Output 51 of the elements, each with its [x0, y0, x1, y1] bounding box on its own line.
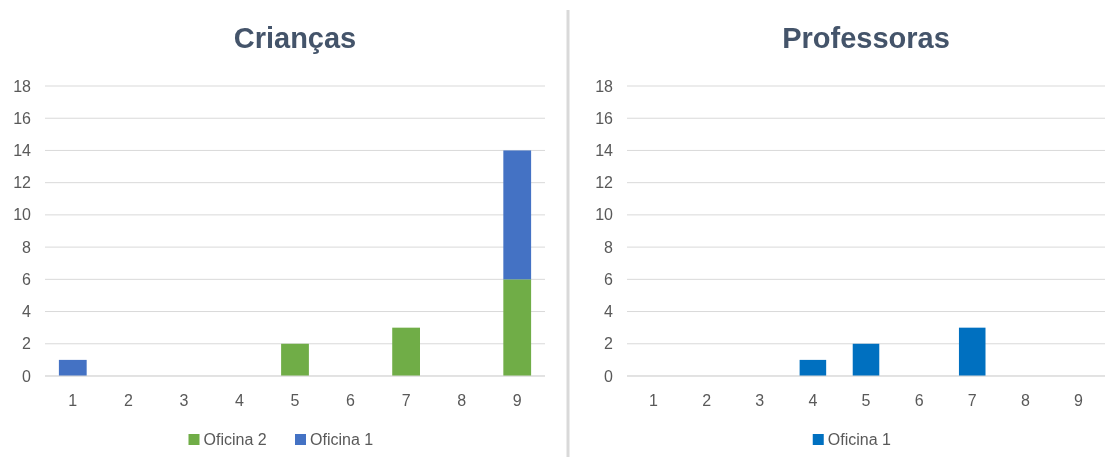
- bar: [852, 343, 880, 376]
- legend-label: Oficina 2: [203, 431, 267, 448]
- y-tick-label: 16: [595, 109, 614, 127]
- x-tick-label: 8: [457, 392, 467, 409]
- y-tick-label: 4: [22, 303, 32, 321]
- bar: [958, 327, 986, 376]
- x-tick-label: 5: [290, 392, 300, 409]
- x-tick-label: 5: [861, 392, 871, 409]
- bar: [503, 150, 532, 280]
- chart-title: Crianças: [233, 22, 357, 54]
- bar: [58, 359, 87, 376]
- y-tick-label: 0: [22, 367, 32, 385]
- x-tick-label: 9: [1073, 392, 1083, 409]
- bar: [281, 343, 309, 376]
- x-tick-label: 1: [649, 392, 659, 409]
- x-tick-label: 7: [967, 392, 977, 409]
- x-tick-label: 7: [401, 392, 411, 409]
- x-tick-label: 3: [755, 392, 765, 409]
- y-tick-label: 10: [13, 206, 32, 224]
- x-tick-label: 6: [346, 392, 356, 409]
- y-tick-label: 8: [604, 238, 614, 256]
- x-tick-label: 2: [123, 392, 133, 409]
- y-tick-label: 18: [13, 77, 32, 95]
- x-tick-label: 8: [1020, 392, 1030, 409]
- legend-label: Oficina 1: [827, 431, 891, 448]
- x-tick-label: 6: [914, 392, 924, 409]
- y-tick-label: 2: [604, 335, 614, 353]
- y-tick-label: 12: [595, 174, 614, 192]
- x-tick-label: 2: [702, 392, 712, 409]
- y-tick-label: 14: [595, 142, 614, 160]
- y-tick-label: 12: [13, 174, 32, 192]
- y-tick-label: 4: [604, 303, 614, 321]
- x-tick-label: 1: [68, 392, 78, 409]
- y-tick-label: 18: [595, 77, 614, 95]
- y-tick-label: 2: [22, 335, 32, 353]
- y-tick-label: 14: [13, 142, 32, 160]
- y-tick-label: 10: [595, 206, 614, 224]
- y-tick-label: 6: [22, 270, 32, 288]
- bar: [392, 327, 420, 376]
- y-tick-label: 16: [13, 109, 32, 127]
- legend-label: Oficina 1: [310, 431, 374, 448]
- y-tick-label: 0: [604, 367, 614, 385]
- bar: [503, 279, 532, 376]
- chart-title: Professoras: [782, 22, 950, 54]
- x-tick-label: 4: [234, 392, 244, 409]
- y-tick-label: 6: [604, 270, 614, 288]
- x-tick-label: 9: [512, 392, 522, 409]
- y-tick-label: 8: [22, 238, 32, 256]
- x-tick-label: 4: [808, 392, 818, 409]
- x-tick-label: 3: [179, 392, 189, 409]
- bar: [799, 359, 827, 376]
